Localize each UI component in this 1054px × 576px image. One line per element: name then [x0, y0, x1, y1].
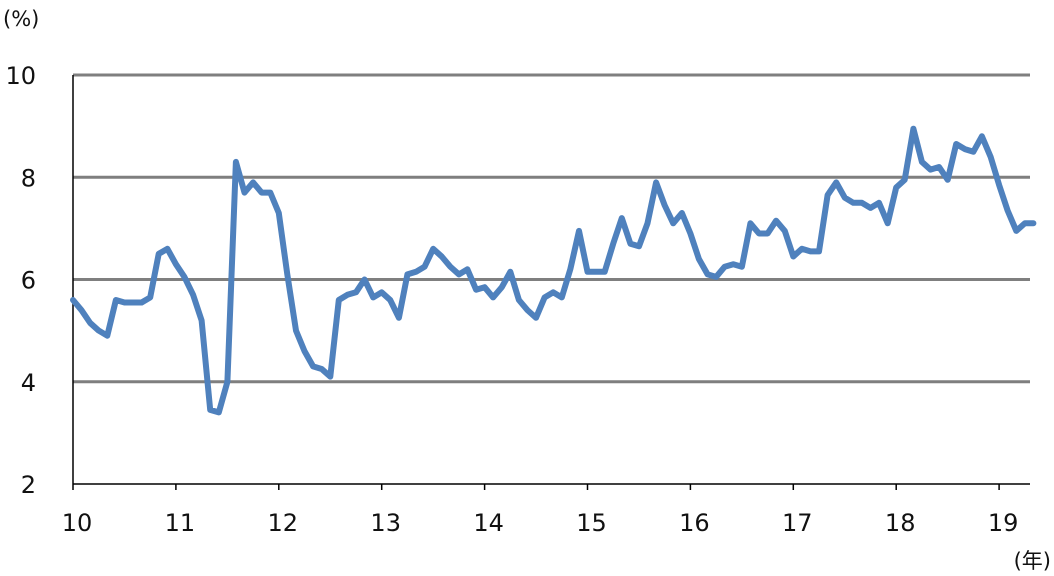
x-tick-label: 17 [782, 509, 813, 537]
y-tick-label: 2 [21, 471, 36, 499]
x-tick-label: 19 [988, 509, 1019, 537]
y-tick-label: 4 [21, 369, 36, 397]
y-tick-label: 8 [21, 164, 36, 192]
x-tick-label: 11 [165, 509, 196, 537]
x-tick-label: 16 [679, 509, 710, 537]
x-tick-label: 18 [885, 509, 916, 537]
x-tick-label: 12 [268, 509, 299, 537]
x-axis [72, 483, 1030, 490]
y-tick-labels: 2 4 6 8 10 [5, 62, 36, 499]
y-tick-label: 6 [21, 267, 36, 295]
x-tick-label: 10 [62, 509, 93, 537]
x-tick-label: 15 [576, 509, 607, 537]
y-axis-unit-label: (%) [3, 7, 39, 31]
x-tick-label: 14 [473, 509, 504, 537]
series-line [70, 125, 1037, 416]
x-tick-labels: 10 11 12 13 14 15 16 17 18 19 [62, 509, 1019, 537]
x-axis-unit-label: (年) [1014, 549, 1051, 573]
x-tick-label: 13 [370, 509, 401, 537]
grid-lines [73, 73, 1030, 384]
y-tick-label: 10 [5, 62, 36, 90]
